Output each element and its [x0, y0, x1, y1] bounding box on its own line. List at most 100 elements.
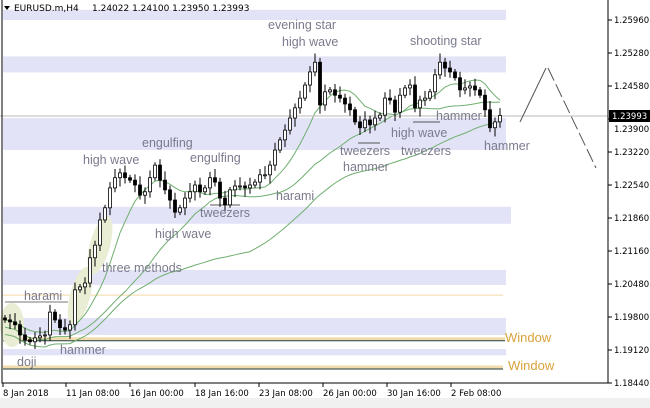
candle-body	[13, 321, 17, 326]
candle	[98, 212, 102, 251]
candle-body	[288, 117, 292, 131]
window-band	[3, 365, 503, 369]
candle	[293, 103, 297, 127]
candle	[478, 86, 482, 99]
x-tick-label: 16 Jan 00:00	[130, 389, 184, 399]
candle-body	[413, 84, 417, 109]
candle	[253, 179, 257, 188]
y-tick-label: 1.25960	[614, 16, 649, 26]
candle-body	[158, 164, 162, 181]
candle-body	[213, 177, 217, 183]
pattern-label: tweezers	[200, 206, 250, 220]
pattern-label: high wave	[391, 126, 447, 140]
pattern-label: doji	[17, 355, 36, 369]
current-price-value: 1.23993	[612, 112, 647, 122]
candle	[233, 180, 237, 198]
pattern-label: engulfing	[190, 151, 241, 165]
candle-body	[68, 324, 72, 331]
candle-body	[278, 139, 282, 151]
candle-body	[243, 185, 247, 189]
candle	[358, 116, 362, 136]
candle	[403, 85, 407, 99]
pattern-highlight	[0, 303, 24, 347]
candle	[473, 78, 477, 96]
current-price-tag	[609, 110, 650, 122]
candle-body	[448, 67, 452, 73]
candle-body	[183, 197, 187, 209]
candle-body	[103, 207, 107, 221]
x-tick-label: 2 Feb 08:00	[451, 389, 501, 399]
candle-body	[193, 184, 197, 193]
candle-body	[273, 149, 277, 166]
candle	[368, 115, 372, 134]
candle-body	[368, 119, 372, 126]
y-tick-label: 1.18440	[614, 379, 649, 389]
candle-body	[488, 109, 492, 129]
candle-body	[38, 335, 42, 339]
candle	[433, 69, 437, 100]
support-resistance-zone	[3, 269, 506, 285]
candle-body	[148, 177, 152, 193]
candle	[168, 185, 172, 209]
candle-body	[438, 61, 442, 76]
candle	[328, 86, 332, 95]
candle-body	[328, 89, 332, 93]
candle-body	[133, 179, 137, 186]
support-resistance-zone	[3, 349, 506, 356]
pattern-label: hammer	[484, 139, 530, 153]
candle	[58, 314, 62, 335]
candle	[73, 282, 77, 331]
candle-body	[178, 207, 182, 213]
candle-body	[428, 91, 432, 99]
moving-average-line	[4, 120, 501, 348]
candle-body	[318, 61, 322, 106]
candle-body	[308, 71, 312, 86]
y-tick-label: 1.21860	[614, 214, 649, 224]
pattern-label: harami	[24, 289, 62, 303]
candle-body	[23, 334, 27, 341]
candle-body	[378, 114, 382, 119]
candle-body	[123, 172, 127, 179]
candle-body	[113, 177, 117, 189]
candle	[278, 136, 282, 153]
x-tick-label: 18 Jan 16:00	[195, 389, 249, 399]
candle	[418, 95, 422, 117]
candle	[23, 327, 27, 346]
chart-frame	[1, 0, 609, 384]
candle	[423, 90, 427, 106]
candle-body	[323, 91, 327, 106]
candle-body	[168, 189, 172, 201]
support-resistance-zone	[3, 9, 506, 20]
candle	[453, 69, 457, 81]
triangle-down-icon[interactable]	[4, 6, 10, 10]
candle-body	[388, 97, 392, 101]
candle-body	[203, 187, 207, 193]
candle	[133, 174, 137, 193]
x-tick-label: 23 Jan 08:00	[259, 389, 313, 399]
candle	[308, 66, 312, 93]
candle	[268, 160, 272, 184]
window-band	[3, 337, 505, 341]
candle	[103, 204, 107, 223]
candle-body	[398, 94, 402, 113]
candle-body	[363, 119, 367, 129]
candle	[343, 93, 347, 113]
candle-body	[338, 94, 342, 99]
candle	[458, 71, 462, 98]
candle	[33, 332, 37, 350]
candle	[488, 101, 492, 133]
pattern-label: evening star	[268, 18, 336, 32]
candle	[223, 190, 227, 211]
candle	[173, 192, 177, 218]
candle	[408, 79, 412, 96]
candle	[303, 82, 307, 102]
candle	[373, 110, 377, 131]
candle	[148, 170, 152, 198]
pattern-label: high wave	[155, 227, 211, 241]
candle	[393, 95, 397, 121]
pattern-label: hammer	[436, 109, 482, 123]
candle	[363, 111, 367, 133]
candle	[243, 181, 247, 197]
candle	[238, 177, 242, 191]
